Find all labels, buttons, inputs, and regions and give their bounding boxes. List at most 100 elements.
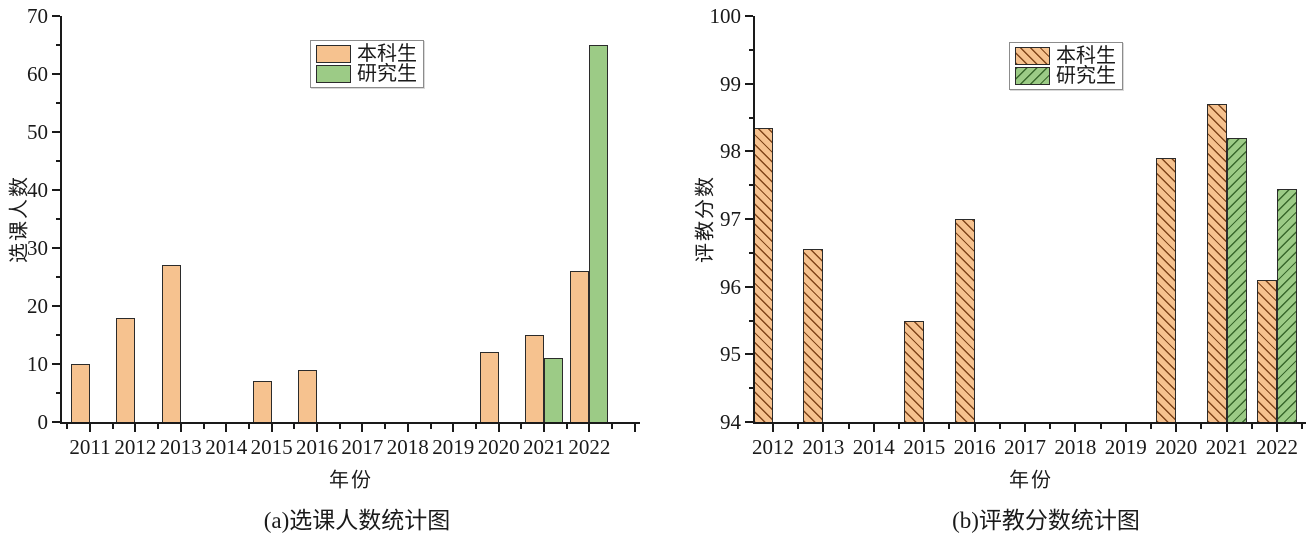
chart-b-legend: 本科生 研究生	[1009, 42, 1123, 90]
y-tick-label: 94	[720, 410, 741, 434]
y-tick-label: 99	[720, 71, 741, 96]
x-major-tick	[633, 424, 636, 432]
y-minor-tick	[749, 48, 753, 51]
x-tick-label: 2016	[953, 435, 996, 459]
x-major-tick	[822, 424, 825, 432]
x-minor-tick	[1099, 424, 1102, 429]
x-tick-label: 2012	[114, 435, 157, 459]
y-axis-line	[753, 16, 755, 424]
x-minor-tick	[202, 424, 205, 429]
x-major-tick	[361, 424, 364, 432]
y-major-tick	[745, 15, 753, 17]
y-major-tick	[745, 218, 753, 220]
y-major-tick	[52, 189, 60, 191]
bar-graduate-2022	[1277, 188, 1297, 423]
y-tick-label: 95	[720, 342, 741, 367]
y-major-tick	[52, 305, 60, 307]
bar-undergraduate-2016	[954, 219, 975, 423]
x-minor-tick	[338, 424, 341, 429]
x-major-tick	[1225, 424, 1228, 432]
x-minor-tick	[293, 424, 296, 429]
y-major-tick	[52, 131, 60, 133]
bar-undergraduate-2021	[1206, 103, 1227, 423]
chart-a-caption: (a)选课人数统计图	[263, 508, 451, 533]
x-tick-label: 2020	[477, 435, 520, 459]
x-major-tick	[406, 424, 409, 432]
chart-b-x-axis-title: 年份	[1009, 469, 1053, 492]
x-tick-label: 2019	[1104, 435, 1147, 459]
y-minor-tick	[56, 102, 60, 104]
x-tick-label: 2014	[852, 435, 895, 459]
bar-graduate-2021	[1226, 137, 1247, 423]
x-tick-label: 2015	[903, 435, 946, 459]
x-minor-tick	[898, 424, 900, 429]
legend-label-undergraduate: 本科生	[357, 43, 417, 65]
chart-a-legend: 本科生 研究生	[310, 40, 424, 88]
x-minor-tick	[1250, 424, 1253, 429]
y-major-tick	[52, 15, 60, 17]
x-major-tick	[1024, 424, 1026, 432]
x-major-tick	[497, 424, 500, 432]
x-minor-tick	[847, 424, 850, 429]
x-axis-line	[753, 422, 1306, 424]
x-major-tick	[1175, 424, 1178, 432]
x-minor-tick	[797, 424, 800, 429]
x-major-tick	[225, 424, 228, 432]
y-major-tick	[745, 353, 753, 356]
x-tick-label: 2018	[1054, 435, 1097, 459]
legend-label-graduate: 研究生	[357, 63, 417, 85]
x-major-tick	[923, 424, 926, 432]
x-tick-label: 2021	[523, 435, 565, 459]
y-tick-label: 60	[27, 62, 48, 86]
x-axis-line	[60, 422, 640, 424]
y-tick-label: 97	[720, 207, 741, 231]
y-axis-line	[60, 16, 62, 424]
y-major-tick	[745, 285, 753, 288]
x-tick-label: 2015	[250, 435, 293, 459]
y-minor-tick	[749, 184, 753, 187]
legend-swatch-graduate-icon	[1015, 67, 1050, 85]
x-tick-label: 2020	[1155, 435, 1198, 459]
x-major-tick	[1074, 424, 1077, 432]
x-minor-tick	[429, 424, 432, 429]
x-minor-tick	[384, 424, 387, 429]
y-tick-label: 100	[709, 4, 742, 28]
y-minor-tick	[749, 251, 753, 254]
x-minor-tick	[157, 424, 160, 429]
y-major-tick	[52, 73, 60, 75]
y-major-tick	[52, 363, 60, 365]
x-major-tick	[772, 424, 774, 432]
legend-row-undergraduate: 本科生	[1015, 46, 1116, 66]
y-minor-tick	[56, 160, 60, 162]
bar-undergraduate-2012	[753, 127, 773, 423]
x-tick-label: 2014	[205, 435, 248, 459]
x-minor-tick	[1301, 424, 1304, 429]
y-tick-label: 98	[720, 139, 741, 164]
x-minor-tick	[1049, 424, 1052, 429]
x-tick-label: 2019	[432, 435, 475, 459]
legend-swatch-graduate-icon	[316, 65, 351, 83]
legend-row-graduate: 研究生	[316, 64, 417, 84]
y-minor-tick	[749, 319, 753, 322]
y-minor-tick	[56, 276, 60, 278]
x-minor-tick	[611, 424, 614, 429]
x-tick-label: 2022	[1256, 435, 1298, 459]
y-minor-tick	[56, 392, 60, 394]
x-tick-label: 2012	[752, 435, 794, 459]
x-major-tick	[270, 424, 273, 432]
legend-row-undergraduate: 本科生	[316, 44, 417, 64]
x-major-tick	[588, 424, 591, 432]
x-major-tick	[134, 424, 137, 432]
x-tick-label: 2022	[568, 435, 611, 459]
x-tick-label: 2018	[386, 435, 429, 459]
y-minor-tick	[749, 116, 753, 119]
y-tick-label: 70	[27, 4, 48, 28]
y-major-tick	[52, 247, 60, 249]
y-tick-label: 30	[27, 236, 48, 260]
x-major-tick	[89, 424, 91, 432]
x-minor-tick	[998, 424, 1001, 429]
x-minor-tick	[66, 424, 69, 429]
x-major-tick	[872, 424, 875, 432]
